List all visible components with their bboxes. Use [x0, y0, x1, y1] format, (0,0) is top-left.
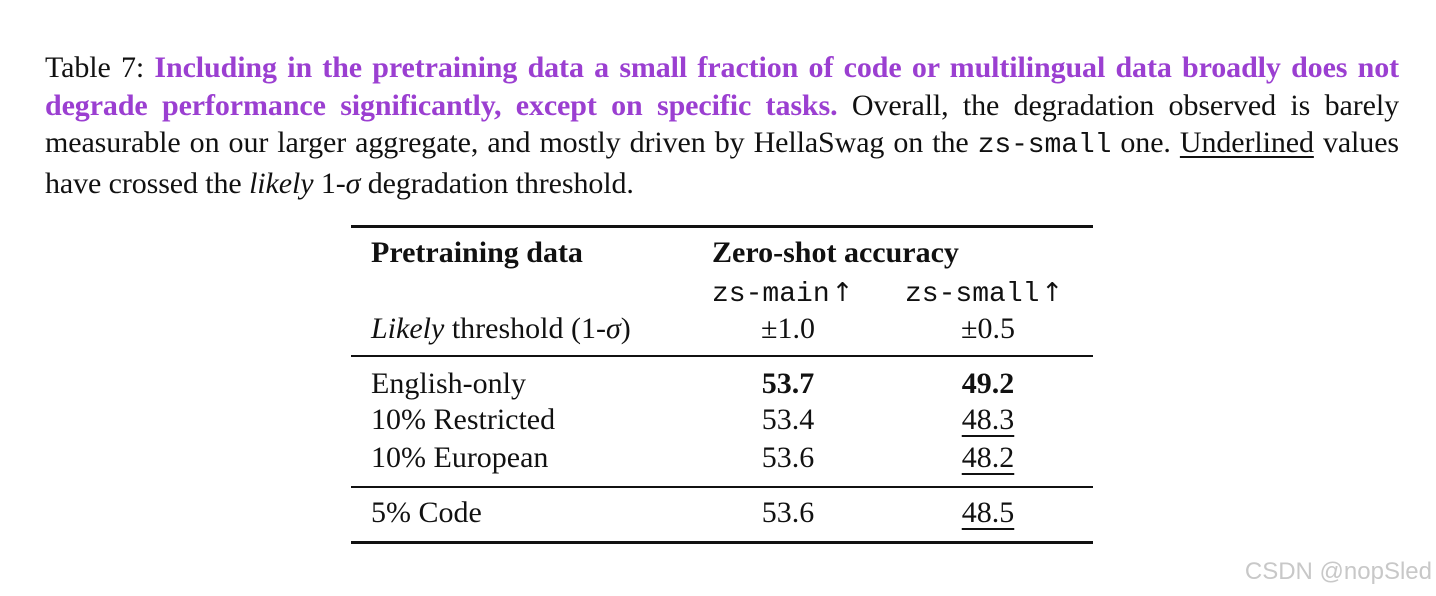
caption-lead-sentence: Including in the pretraining data a smal… — [45, 51, 1400, 122]
table-header-rule — [351, 355, 1093, 357]
row-zs-small: 49.2 — [961, 367, 1015, 400]
row-zs-main: 53.6 — [761, 441, 815, 474]
threshold-zs-small: ±0.5 — [961, 312, 1015, 345]
watermark: CSDN @nopSled — [1244, 558, 1432, 585]
table-top-rule — [351, 225, 1093, 228]
row-zs-main: 53.7 — [761, 367, 815, 400]
header-zero-shot-accuracy: Zero-shot accuracy — [712, 236, 959, 269]
row-zs-main: 53.6 — [761, 496, 815, 529]
row-zs-small-value: 48.3 — [961, 403, 1015, 436]
row-zs-small: 48.3 — [918, 402, 1058, 438]
table-bottom-rule — [351, 541, 1093, 544]
threshold-label-close: ) — [620, 312, 631, 345]
table-group-rule — [351, 486, 1093, 488]
caption-body-1: Overall, the degradation observed is bar… — [45, 88, 1399, 160]
zs-small-up-arrow-icon: ↑ — [1041, 278, 1064, 308]
header-zs-main-label: zs-main — [712, 279, 830, 310]
caption-body-5: degradation threshold. — [367, 166, 634, 200]
caption-mono-term: zs-small — [977, 130, 1112, 161]
header-pretraining-data: Pretraining data — [371, 236, 583, 269]
header-zs-small: zs-small↑ — [905, 274, 1063, 313]
row-zs-small: 48.5 — [918, 495, 1058, 531]
caption-sigma: σ — [345, 166, 361, 200]
zs-main-up-arrow-icon: ↑ — [831, 278, 854, 308]
row-label: 10% European — [371, 441, 549, 474]
row-label: English-only — [371, 367, 526, 400]
row-zs-small: 48.2 — [918, 440, 1058, 476]
threshold-row-label: Likely threshold (1-σ) — [371, 311, 631, 347]
row-zs-small-value: 48.5 — [961, 496, 1015, 529]
threshold-label-rest: threshold (1- — [451, 312, 606, 345]
caption-italic-word: likely — [249, 166, 314, 200]
row-zs-small-value: 48.2 — [961, 441, 1015, 474]
threshold-italic-word: Likely — [371, 312, 445, 345]
caption-body-3: values have crossed the — [45, 126, 1399, 200]
caption-label: Table 7: — [45, 51, 145, 84]
header-zs-main: zs-main↑ — [712, 274, 853, 313]
caption-underlined-word: Underlined — [1179, 126, 1314, 159]
table-caption: Table 7: Including in the pretraining da… — [45, 49, 1399, 202]
row-zs-main: 53.4 — [761, 403, 815, 436]
threshold-zs-main: ±1.0 — [761, 312, 815, 345]
caption-body-4: 1- — [320, 166, 346, 200]
row-label: 5% Code — [371, 496, 482, 529]
header-zs-small-label: zs-small — [905, 279, 1040, 310]
row-label: 10% Restricted — [371, 403, 556, 436]
threshold-sigma: σ — [605, 312, 621, 345]
caption-body-2: one. — [1120, 126, 1171, 159]
